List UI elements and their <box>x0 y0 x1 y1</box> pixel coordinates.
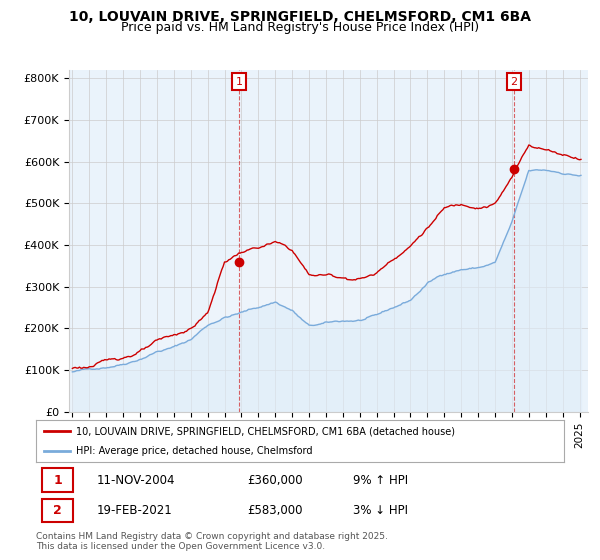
Text: 1: 1 <box>236 77 243 87</box>
Text: Contains HM Land Registry data © Crown copyright and database right 2025.: Contains HM Land Registry data © Crown c… <box>36 532 388 541</box>
Text: 9% ↑ HPI: 9% ↑ HPI <box>353 474 408 487</box>
Text: This data is licensed under the Open Government Licence v3.0.: This data is licensed under the Open Gov… <box>36 542 325 550</box>
Text: 2: 2 <box>53 504 62 517</box>
Text: 1: 1 <box>53 474 62 487</box>
FancyBboxPatch shape <box>43 498 73 522</box>
Text: 2: 2 <box>511 77 518 87</box>
Text: Price paid vs. HM Land Registry's House Price Index (HPI): Price paid vs. HM Land Registry's House … <box>121 21 479 34</box>
Text: 3% ↓ HPI: 3% ↓ HPI <box>353 504 408 517</box>
Text: 19-FEB-2021: 19-FEB-2021 <box>97 504 172 517</box>
Text: £583,000: £583,000 <box>247 504 303 517</box>
Text: HPI: Average price, detached house, Chelmsford: HPI: Average price, detached house, Chel… <box>76 446 312 456</box>
Text: 10, LOUVAIN DRIVE, SPRINGFIELD, CHELMSFORD, CM1 6BA (detached house): 10, LOUVAIN DRIVE, SPRINGFIELD, CHELMSFO… <box>76 426 455 436</box>
FancyBboxPatch shape <box>43 469 73 492</box>
Text: 11-NOV-2004: 11-NOV-2004 <box>97 474 175 487</box>
Text: £360,000: £360,000 <box>247 474 303 487</box>
Text: 10, LOUVAIN DRIVE, SPRINGFIELD, CHELMSFORD, CM1 6BA: 10, LOUVAIN DRIVE, SPRINGFIELD, CHELMSFO… <box>69 10 531 24</box>
